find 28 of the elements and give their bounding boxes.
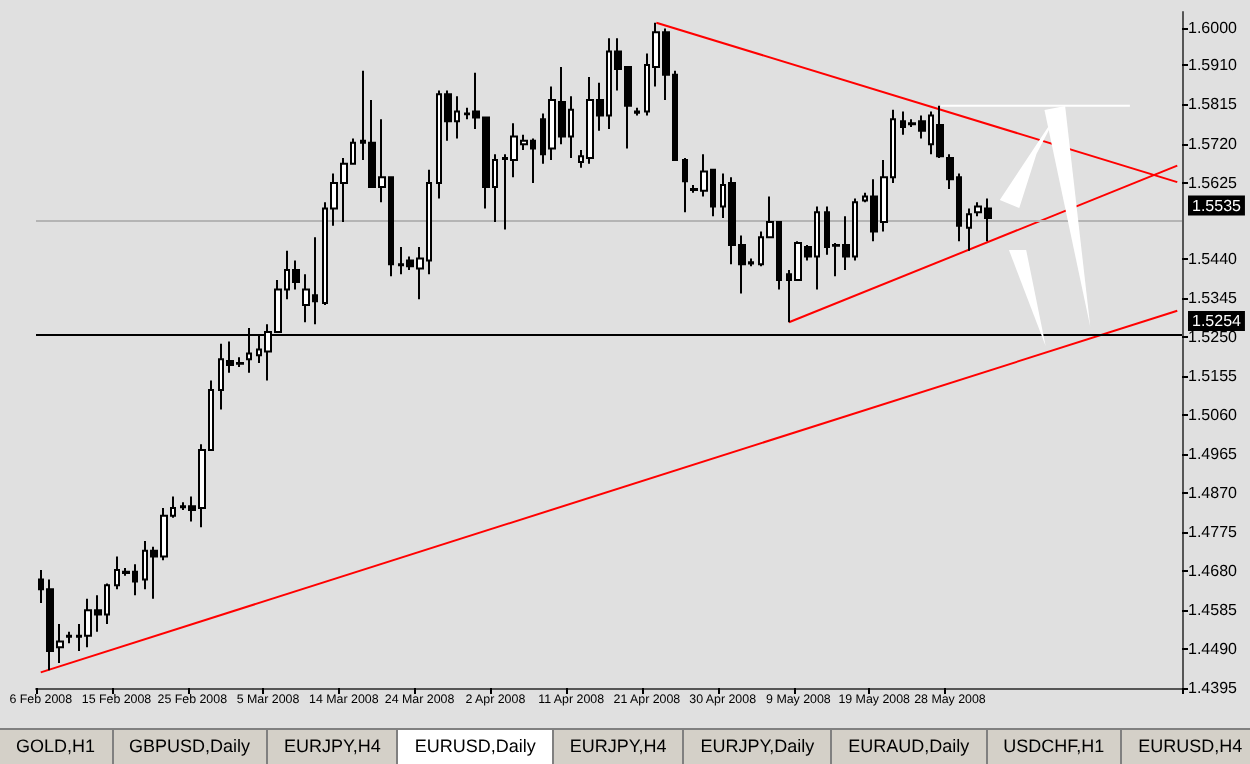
y-tick-label: 1.5720	[1188, 134, 1239, 153]
y-tick-label: 1.4585	[1188, 600, 1239, 619]
y-tick-label: 1.5155	[1188, 366, 1239, 385]
y-tick-label: 1.5625	[1188, 173, 1239, 192]
y-tick-label: 1.5910	[1188, 56, 1239, 75]
ref-line-label: 1.5535	[1192, 196, 1243, 215]
y-tick-label: 1.5815	[1188, 95, 1239, 114]
y-tick-label: 1.4965	[1188, 444, 1239, 463]
text: EURUSD,H4	[1122, 730, 1250, 764]
y-tick-label: 1.5345	[1188, 288, 1239, 307]
y-tick-label: 1.4490	[1188, 639, 1239, 658]
text: EURUSD,Daily	[398, 730, 554, 764]
text: USDCHF,H1	[987, 730, 1123, 764]
y-tick-label: 1.4680	[1188, 561, 1239, 580]
text: GOLD,H1	[0, 730, 114, 764]
y-tick-label: 1.6000	[1188, 19, 1239, 38]
y-tick-label: 1.5250	[1188, 327, 1239, 346]
text: GBPUSD,Daily	[113, 730, 269, 764]
text: EURAUD,Daily	[832, 730, 988, 764]
y-tick-label: 1.5440	[1188, 249, 1239, 268]
y-tick-label: 1.4395	[1188, 679, 1239, 697]
y-tick-label: 1.4775	[1188, 522, 1239, 541]
text: EURJPY,Daily	[684, 730, 833, 764]
text: EURJPY,H4	[268, 730, 399, 764]
y-tick-label: 1.5060	[1188, 405, 1239, 424]
y-tick-label: 1.4870	[1188, 483, 1239, 502]
ref-line-label: 1.5254	[1192, 312, 1243, 330]
text: EURJPY,H4	[553, 730, 685, 764]
